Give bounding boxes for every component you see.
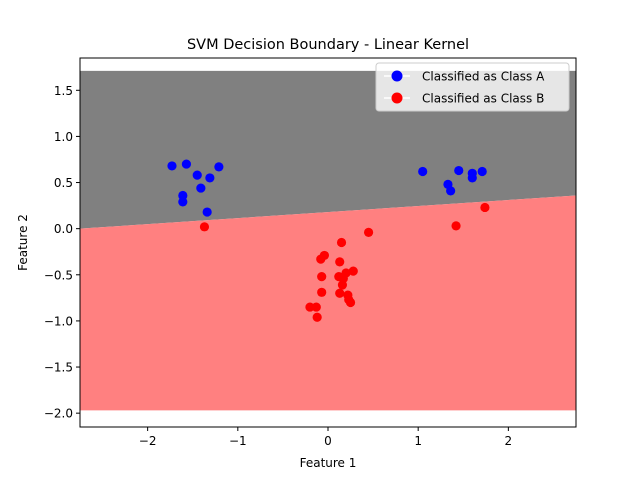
legend-marker-class-b	[391, 92, 403, 104]
y-tick-label: 1.0	[54, 130, 73, 144]
point-class-b	[337, 280, 348, 290]
x-tick-label: −1	[229, 434, 247, 448]
legend-label: Classified as Class A	[422, 70, 545, 84]
y-tick-label: 1.5	[54, 84, 73, 98]
x-tick-label: 0	[324, 434, 332, 448]
point-class-a	[205, 173, 215, 183]
legend: Classified as Class A Classified as Class…	[375, 62, 570, 112]
data-points	[167, 159, 490, 322]
legend-box	[375, 62, 570, 112]
point-class-a	[196, 183, 206, 193]
point-class-b	[317, 287, 327, 297]
point-class-a	[446, 186, 456, 196]
y-tick-label: −1.0	[44, 314, 73, 328]
y-axis-ticks: −2.0 −1.5 −1.0 −0.5 0.0 0.5 1.0 1.5	[44, 84, 80, 421]
point-class-b	[316, 254, 326, 264]
y-tick-label: −1.5	[44, 361, 73, 375]
point-class-a	[192, 170, 202, 180]
point-class-b	[317, 272, 327, 282]
y-axis-label: Feature 2	[16, 214, 30, 271]
point-class-b	[336, 237, 347, 248]
point-class-b	[348, 266, 358, 276]
point-class-a	[202, 207, 212, 217]
x-tick-label: 1	[414, 434, 422, 448]
point-class-b	[335, 257, 345, 267]
point-class-b	[335, 288, 345, 298]
point-class-b	[305, 302, 315, 312]
x-axis-ticks: −2 −1 0 1 2	[139, 427, 512, 448]
point-class-b	[311, 302, 321, 312]
y-tick-label: 0.0	[54, 222, 73, 236]
point-class-a	[467, 173, 477, 183]
point-class-a	[418, 166, 428, 177]
point-class-b	[345, 297, 356, 308]
point-class-a	[181, 159, 192, 169]
point-class-b	[451, 221, 461, 231]
region-class-b	[80, 195, 576, 411]
chart-title: SVM Decision Boundary - Linear Kernel	[187, 37, 469, 53]
x-axis-label: Feature 1	[300, 456, 357, 470]
x-tick-label: −2	[139, 434, 157, 448]
point-class-a	[477, 166, 487, 177]
point-class-a	[178, 197, 188, 207]
point-class-b	[363, 227, 374, 237]
point-class-a	[214, 162, 224, 172]
x-tick-label: 2	[505, 434, 513, 448]
point-class-a	[167, 161, 177, 171]
point-class-b	[312, 312, 322, 322]
point-class-b	[199, 222, 210, 232]
y-tick-label: 0.5	[54, 176, 73, 190]
decision-regions	[80, 70, 576, 411]
y-tick-label: −0.5	[44, 268, 73, 282]
point-class-a	[178, 190, 188, 201]
point-class-b	[480, 202, 490, 213]
y-tick-label: −2.0	[44, 407, 73, 421]
legend-label: Classified as Class B	[422, 92, 544, 106]
legend-marker-class-a	[391, 70, 403, 82]
point-class-a	[454, 165, 464, 176]
